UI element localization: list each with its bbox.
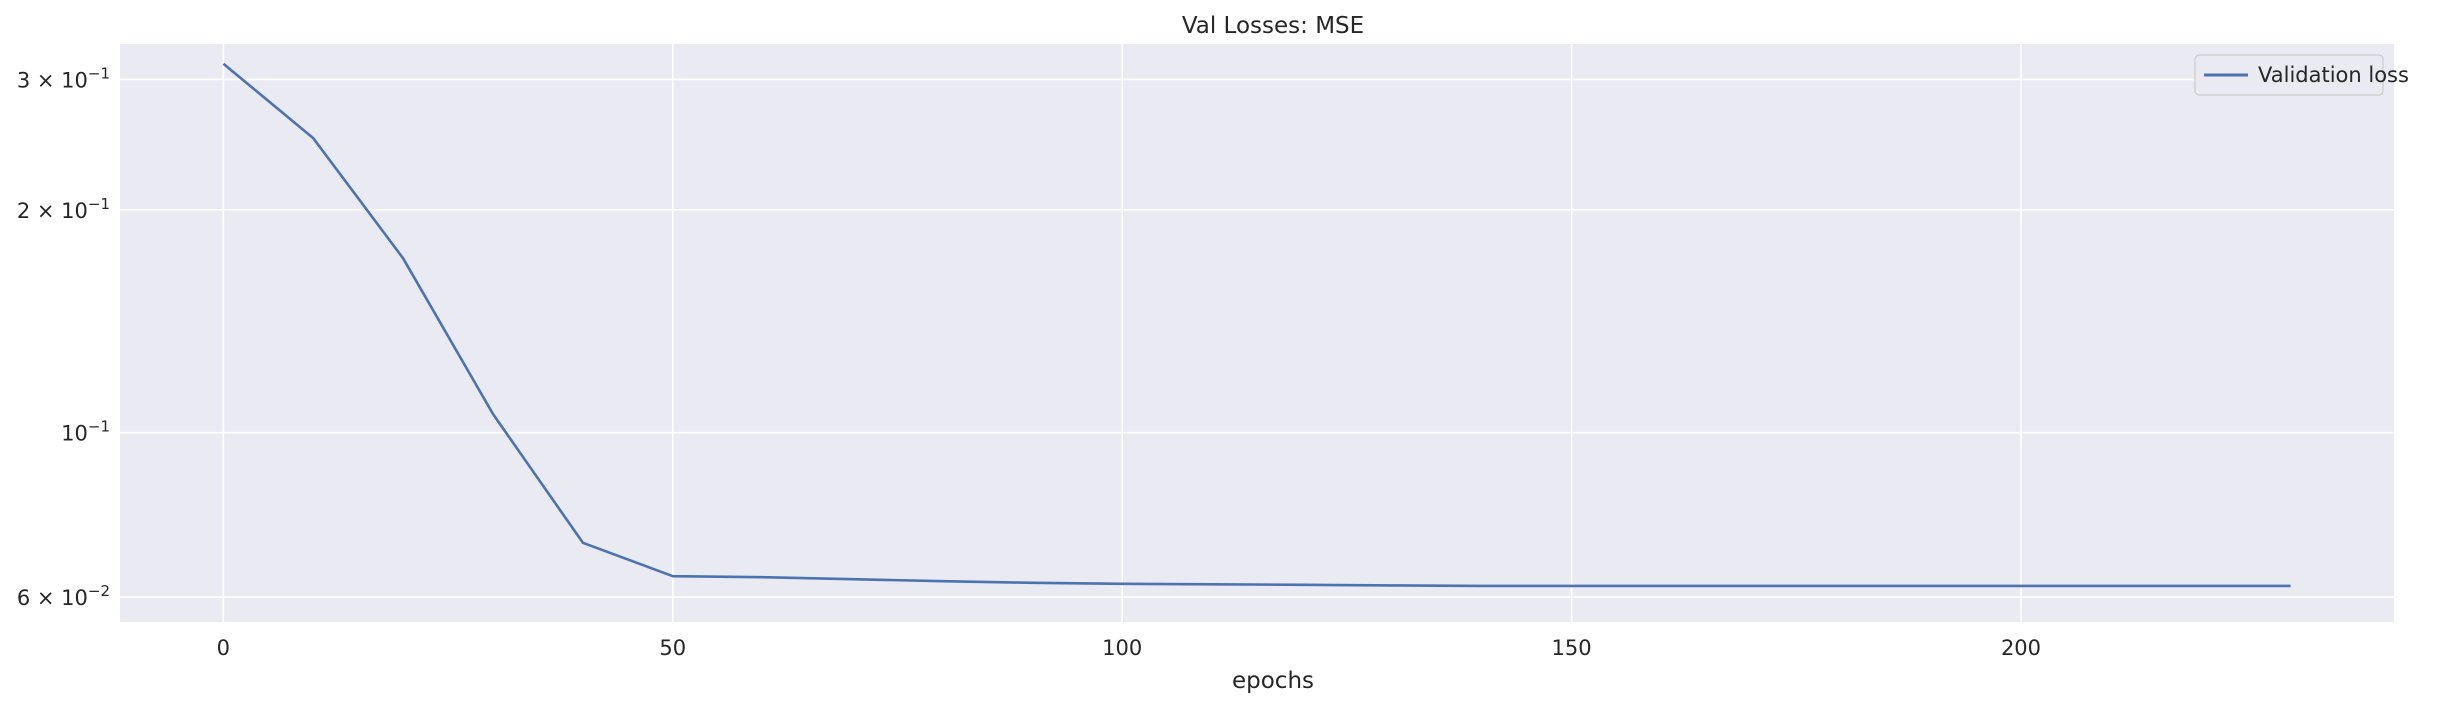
x-tick-label: 150 — [1552, 636, 1592, 660]
x-tick-labels: 0 50 100 150 200 — [217, 636, 2041, 660]
y-tick-label: 6 × 10−2 — [17, 582, 110, 610]
legend-label: Validation loss — [2258, 63, 2409, 87]
plot-area — [120, 44, 2394, 622]
y-tick-labels: 3 × 10−1 2 × 10−1 10−1 6 × 10−2 — [17, 64, 110, 609]
x-tick-label: 200 — [2001, 636, 2041, 660]
series-lines — [222, 62, 2291, 588]
legend-box — [2194, 54, 2384, 96]
x-tick-label: 0 — [217, 636, 230, 660]
y-tick-label: 2 × 10−1 — [17, 195, 110, 223]
y-tick-label: 3 × 10−1 — [17, 64, 110, 92]
y-tick-label: 10−1 — [61, 418, 110, 446]
x-axis-label: epochs — [1232, 668, 1314, 694]
x-tick-label: 100 — [1102, 636, 1142, 660]
x-tick-label: 50 — [659, 636, 686, 660]
series-line-validation-loss — [222, 62, 2291, 588]
grid-lines — [120, 44, 2394, 622]
chart-title: Val Losses: MSE — [1182, 13, 1364, 39]
legend: Validation loss — [2194, 54, 2409, 96]
